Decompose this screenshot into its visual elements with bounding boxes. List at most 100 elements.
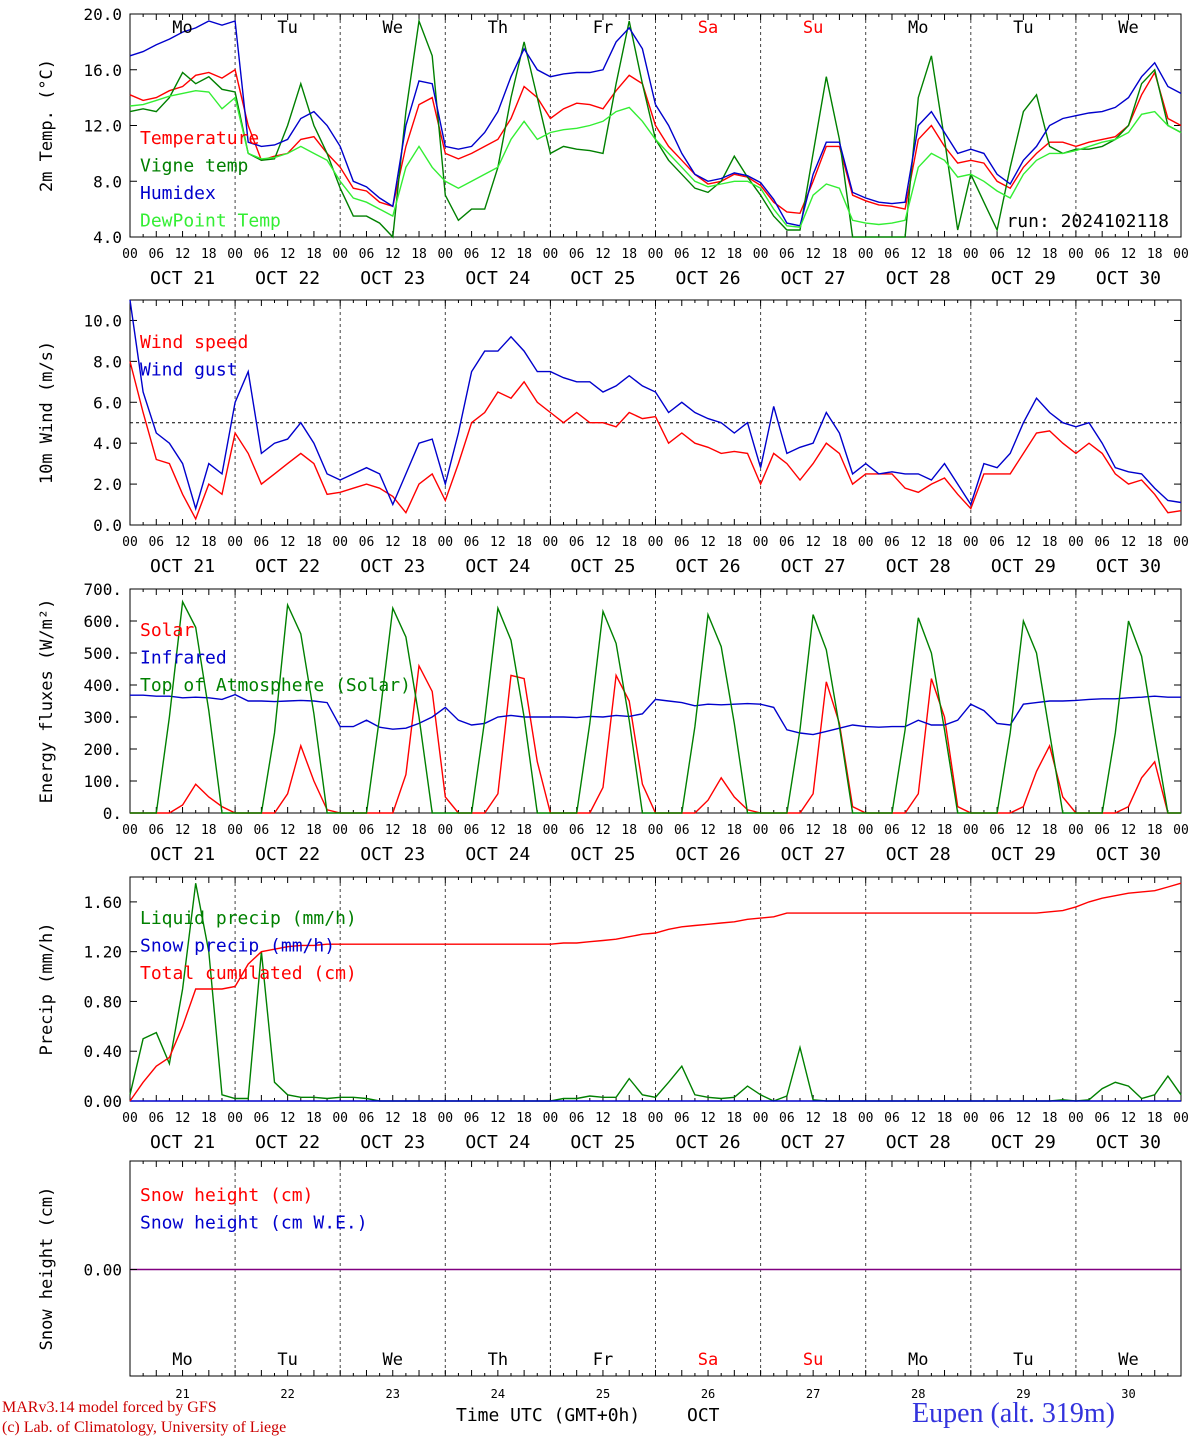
x-tick-label: 18 [201,247,217,262]
x-tick-label: 12 [1121,823,1137,838]
date-label: OCT 23 [360,556,425,577]
y-tick-label: 16.0 [83,61,122,80]
x-tick-label: 18 [411,535,427,550]
x-tick-label: 06 [569,247,585,262]
x-tick-label: 18 [621,823,637,838]
x-tick-label: 18 [1042,823,1058,838]
day-number: 27 [806,1387,820,1401]
date-label: OCT 29 [991,844,1056,865]
x-tick-label: 18 [726,247,742,262]
x-tick-label: 06 [779,1111,795,1126]
x-tick-label: 00 [963,247,979,262]
x-tick-label: 00 [648,535,664,550]
day-name: Tu [1013,18,1033,38]
x-tick-label: 00 [858,535,874,550]
x-tick-label: 12 [280,247,296,262]
x-tick-label: 06 [779,823,795,838]
y-axis-title: 2m Temp. (°C) [37,59,57,192]
x-tick-label: 00 [122,247,138,262]
x-tick-label: 00 [753,823,769,838]
x-tick-label: 06 [254,823,270,838]
x-tick-label: 18 [306,1111,322,1126]
x-tick-label: 00 [227,823,243,838]
day-number: 28 [911,1387,925,1401]
legend-item: DewPoint Temp [140,211,281,232]
x-tick-label: 12 [385,247,401,262]
date-label: OCT 29 [991,1132,1056,1153]
day-name: Su [803,18,823,38]
x-tick-label: 12 [700,247,716,262]
x-tick-label: 06 [254,535,270,550]
y-tick-label: 12.0 [83,117,122,136]
x-tick-label: 00 [122,535,138,550]
y-tick-label: 4.0 [93,228,122,247]
date-label: OCT 27 [781,844,846,865]
x-tick-label: 00 [227,1111,243,1126]
x-tick-label: 18 [726,823,742,838]
x-tick-label: 12 [700,823,716,838]
day-name: Mo [908,18,928,38]
x-tick-label: 06 [359,823,375,838]
x-tick-label: 06 [1094,1111,1110,1126]
date-label: OCT 24 [465,268,530,289]
x-tick-label: 06 [884,247,900,262]
legend-item: Wind gust [140,360,238,381]
date-label: OCT 25 [570,268,635,289]
x-tick-label: 12 [700,535,716,550]
y-tick-label: 500. [83,644,122,663]
x-tick-label: 12 [1016,823,1032,838]
x-tick-label: 00 [122,1111,138,1126]
x-tick-label: 12 [805,823,821,838]
y-tick-label: 6.0 [93,393,122,412]
x-tick-label: 00 [1173,247,1189,262]
x-tick-label: 12 [490,535,506,550]
x-tick-label: 00 [1068,823,1084,838]
panel-5 [129,1160,1182,1377]
x-tick-label: 00 [858,247,874,262]
x-tick-label: 06 [359,1111,375,1126]
day-name: We [1118,1350,1138,1370]
x-tick-label: 00 [753,247,769,262]
x-tick-label: 06 [464,1111,480,1126]
lab-credit: (c) Lab. of Climatology, University of L… [2,1419,287,1436]
x-tick-label: 18 [1042,247,1058,262]
day-number: 23 [386,1387,400,1401]
x-tick-label: 18 [832,1111,848,1126]
y-tick-label: 0.80 [83,992,122,1011]
x-tick-label: 12 [1121,535,1137,550]
date-label: OCT 23 [360,268,425,289]
x-tick-label: 00 [648,823,664,838]
date-label: OCT 21 [150,1132,215,1153]
legend-item: Snow height (cm) [140,1185,313,1206]
y-axis-title: 10m Wind (m/s) [37,341,57,484]
y-tick-label: 10.0 [83,311,122,330]
x-tick-label: 06 [884,535,900,550]
date-label: OCT 26 [676,556,741,577]
y-tick-label: 2.0 [93,475,122,494]
x-tick-label: 18 [1147,535,1163,550]
x-tick-label: 18 [832,247,848,262]
x-tick-label: 18 [516,247,532,262]
date-label: OCT 26 [676,844,741,865]
x-tick-label: 18 [937,247,953,262]
date-label: OCT 28 [886,556,951,577]
x-tick-label: 18 [516,823,532,838]
y-axis-title: Precip (mm/h) [37,922,57,1055]
x-tick-label: 18 [832,823,848,838]
date-label: OCT 28 [886,844,951,865]
x-tick-label: 06 [674,247,690,262]
x-tick-label: 12 [910,535,926,550]
x-tick-label: 06 [1094,247,1110,262]
x-tick-label: 00 [332,535,348,550]
x-tick-label: 06 [989,247,1005,262]
x-tick-label: 00 [332,247,348,262]
day-name: Tu [1013,1350,1033,1370]
x-axis-month: OCT [687,1405,720,1426]
x-tick-label: 00 [963,1111,979,1126]
x-tick-label: 06 [464,247,480,262]
series-wind-gust [129,299,1182,512]
y-tick-label: 20.0 [83,5,122,24]
date-label: OCT 30 [1096,1132,1161,1153]
date-label: OCT 28 [886,268,951,289]
x-tick-label: 00 [1173,535,1189,550]
